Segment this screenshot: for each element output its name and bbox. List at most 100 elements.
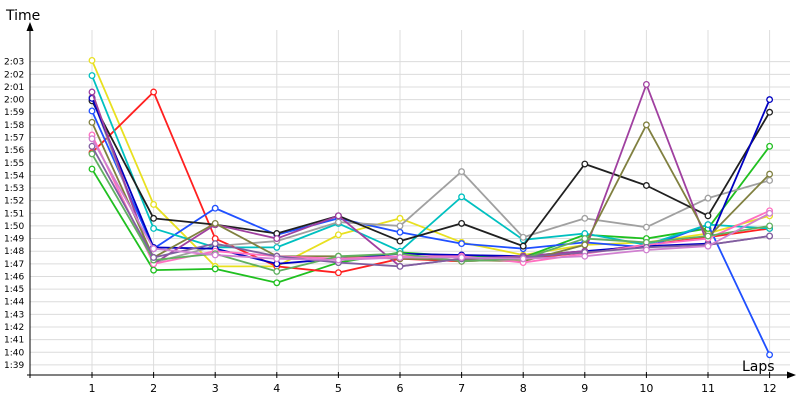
- series-group: [88, 56, 774, 359]
- data-point: [581, 235, 589, 243]
- data-point: [88, 135, 96, 143]
- y-tick-label: 2:01: [4, 83, 24, 93]
- x-tick-label: 11: [701, 382, 715, 395]
- y-tick-label: 1:54: [4, 171, 24, 181]
- y-tick-label: 2:00: [4, 96, 24, 106]
- data-point: [766, 232, 774, 240]
- axes: [26, 22, 796, 379]
- x-tick-label: 8: [520, 382, 527, 395]
- y-tick-label: 1:49: [4, 235, 24, 245]
- data-point: [88, 118, 96, 126]
- data-point: [704, 194, 712, 202]
- data-point: [88, 56, 96, 64]
- data-point: [766, 108, 774, 116]
- data-point: [704, 242, 712, 250]
- y-tick-label: 1:45: [4, 285, 24, 295]
- data-point: [150, 254, 158, 261]
- x-tick-label: 6: [397, 382, 404, 395]
- data-point: [334, 212, 342, 220]
- data-point: [642, 246, 650, 254]
- y-tick-label: 1:41: [4, 336, 24, 346]
- data-point: [766, 222, 774, 230]
- y-axis-arrow: [26, 22, 34, 31]
- series-line: [91, 145, 770, 268]
- y-tick-label: 1:56: [4, 146, 24, 156]
- y-tick-label: 1:39: [4, 361, 24, 371]
- y-tick-label: 1:50: [4, 222, 24, 232]
- data-point: [642, 182, 650, 189]
- data-point: [519, 233, 527, 241]
- data-point: [273, 267, 281, 275]
- y-tick-labels: 1:39 1:40 1:41 1:42 1:43 1:44 1:45 1:46 1:47 1:48…: [4, 58, 24, 371]
- data-point: [334, 256, 342, 264]
- data-point: [642, 80, 650, 88]
- y-tick-label: 1:44: [4, 298, 24, 308]
- y-tick-label: 2:03: [4, 58, 24, 68]
- data-point: [642, 121, 650, 129]
- y-tick-label: 1:48: [4, 247, 24, 257]
- series-line: [91, 121, 771, 263]
- data-point: [88, 142, 96, 150]
- data-point: [273, 255, 281, 263]
- data-point: [88, 88, 96, 96]
- y-tick-label: 1:43: [4, 310, 24, 320]
- data-point: [766, 142, 774, 150]
- data-point: [396, 237, 404, 245]
- y-tick-label: 1:47: [4, 260, 24, 270]
- x-tick-labels: 1 2 3 4 5 6 7 8 9 10 11 12: [89, 382, 777, 395]
- x-tick-label: 4: [273, 382, 280, 395]
- data-point: [458, 254, 466, 261]
- data-point: [334, 231, 342, 239]
- data-point: [766, 170, 774, 178]
- data-point: [519, 255, 527, 263]
- x-tick-label: 9: [581, 382, 588, 395]
- data-point: [766, 209, 774, 217]
- data-point: [458, 168, 466, 176]
- data-point: [150, 245, 158, 253]
- x-tick-label: 3: [212, 382, 219, 395]
- y-tick-label: 1:46: [4, 272, 24, 282]
- y-tick-label: 2:02: [4, 70, 24, 80]
- data-point: [273, 279, 281, 287]
- data-point: [581, 214, 589, 222]
- x-axis-title: Laps: [742, 359, 775, 375]
- x-axis-arrow: [787, 371, 796, 379]
- data-point: [642, 223, 650, 231]
- data-point: [396, 214, 404, 222]
- data-point: [334, 218, 342, 226]
- data-point: [150, 200, 158, 208]
- data-point: [581, 241, 589, 249]
- data-point: [458, 193, 466, 201]
- data-point: [396, 262, 404, 270]
- data-point: [211, 204, 219, 212]
- y-tick-label: 1:40: [4, 348, 24, 358]
- data-point: [581, 160, 589, 168]
- data-point: [704, 232, 712, 240]
- data-point: [273, 235, 281, 243]
- data-point: [581, 252, 589, 260]
- y-tick-label: 1:53: [4, 184, 24, 194]
- data-point: [211, 251, 219, 259]
- data-point: [396, 254, 404, 261]
- data-point: [334, 269, 342, 277]
- data-point: [88, 150, 96, 158]
- data-point: [766, 96, 774, 104]
- y-tick-label: 1:42: [4, 323, 24, 333]
- y-axis-title: Time: [5, 8, 40, 24]
- data-point: [211, 240, 219, 248]
- series-line: [91, 97, 771, 265]
- data-point: [150, 266, 158, 274]
- grid-lines: [30, 30, 790, 375]
- data-point: [88, 165, 96, 173]
- data-point: [458, 240, 466, 248]
- series-line: [91, 100, 771, 248]
- x-tick-label: 10: [639, 382, 653, 395]
- data-point: [150, 214, 158, 222]
- y-tick-label: 1:51: [4, 209, 24, 219]
- x-tick-label: 5: [335, 382, 342, 395]
- data-point: [396, 228, 404, 236]
- y-tick-label: 1:58: [4, 121, 24, 131]
- data-point: [88, 72, 96, 80]
- data-point: [211, 265, 219, 273]
